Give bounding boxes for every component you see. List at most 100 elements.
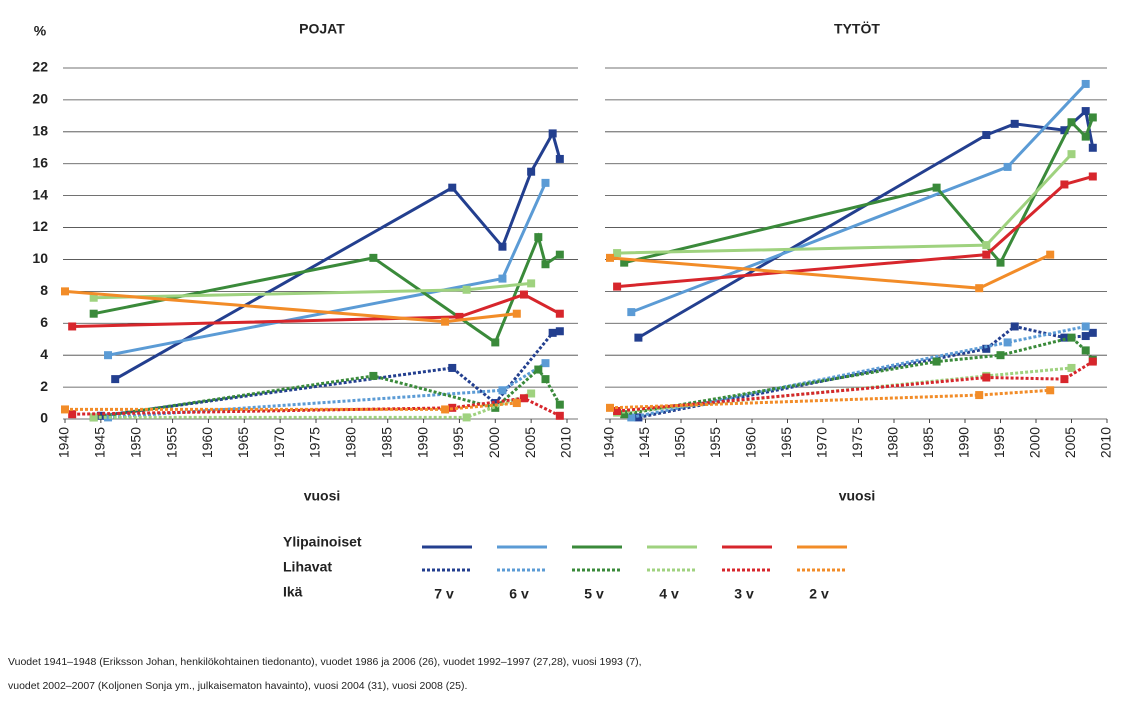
data-point [1088,143,1097,152]
data-point [548,129,557,138]
data-point [512,309,521,318]
x-tick-label: 1970 [271,427,287,458]
y-tick-label: 20 [32,91,48,107]
x-axis-label: vuosi [839,488,876,504]
y-tick-label: 16 [32,154,48,170]
data-point [1046,386,1055,395]
x-tick-label: 1950 [127,427,143,458]
series-line [72,292,561,328]
x-axis-label: vuosi [304,488,341,504]
x-tick-label: 2010 [558,427,574,458]
data-point [519,290,528,299]
data-point [89,293,98,302]
data-point [1003,162,1012,171]
data-point [975,284,984,293]
y-tick-label: 4 [40,346,48,362]
data-point [104,351,113,360]
series-line [616,360,1094,413]
x-tick-label: 2000 [1027,427,1043,458]
data-point [1003,338,1012,347]
x-tick-label: 2005 [1062,427,1078,458]
data-point [613,282,622,291]
data-point [1067,150,1076,159]
data-point [541,260,550,269]
data-point [462,285,471,294]
legend-title: Ikä [283,584,303,600]
data-point [498,386,507,395]
data-point [1067,118,1076,127]
legend-row-label: Ylipainoiset [283,534,362,550]
x-tick-label: 1955 [707,427,723,458]
data-point [634,333,643,342]
legend-label: 2 v [809,586,829,602]
y-label: % [34,23,47,39]
series-line [93,232,561,345]
series-line [616,175,1094,289]
data-point [555,154,564,163]
x-tick-label: 1940 [56,427,72,458]
x-tick-label: 1940 [601,427,617,458]
x-tick-label: 1960 [199,427,215,458]
data-point [555,309,564,318]
series-line [637,108,1095,339]
data-point [620,258,629,267]
data-point [89,413,98,422]
data-point [1088,172,1097,181]
data-point [541,359,550,368]
data-point [527,279,536,288]
data-point [982,344,991,353]
data-point [555,327,564,336]
data-point [527,389,536,398]
x-tick-label: 1955 [163,427,179,458]
series-line [638,324,1094,419]
data-point [491,338,500,347]
data-point [996,351,1005,360]
data-point [548,328,557,337]
data-point [441,405,450,414]
x-tick-label: 1980 [885,427,901,458]
data-point [555,400,564,409]
data-point [982,241,991,250]
data-point [1088,357,1097,366]
y-tick-label: 18 [32,123,48,139]
data-point [111,375,120,384]
data-point [975,391,984,400]
data-point [61,405,69,414]
footnote: Vuodet 1941–1948 (Eriksson Johan, henkil… [8,656,642,668]
data-point [441,317,450,326]
legend-label: 3 v [734,586,754,602]
data-point [1081,107,1090,116]
data-point [932,183,941,192]
x-tick-label: 1990 [414,427,430,458]
x-tick-label: 1945 [92,427,108,458]
footnote: vuodet 2002–2007 (Koljonen Sonja ym., ju… [8,680,467,692]
data-point [369,253,378,262]
data-point [996,258,1005,267]
data-point [498,274,507,283]
x-tick-label: 2005 [522,427,538,458]
legend-label: 4 v [659,586,679,602]
data-point [1060,375,1069,384]
x-tick-label: 1965 [778,427,794,458]
data-point [498,242,507,251]
x-tick-label: 1960 [743,427,759,458]
data-point [534,365,543,374]
series-line [631,324,1087,419]
y-tick-label: 6 [40,314,48,330]
series-line [609,388,1051,410]
x-tick-label: 2010 [1098,427,1114,458]
data-point [932,357,941,366]
chart-title: POJAT [299,21,345,37]
y-tick-label: 12 [32,218,48,234]
data-point [1060,126,1069,135]
series-line [72,396,561,418]
y-tick-label: 8 [40,282,48,298]
legend-label: 6 v [509,586,529,602]
data-point [1081,346,1090,355]
data-point [519,394,528,403]
data-point [541,375,550,384]
x-tick-label: 1975 [307,427,323,458]
data-point [613,249,622,258]
x-tick-label: 1950 [672,427,688,458]
